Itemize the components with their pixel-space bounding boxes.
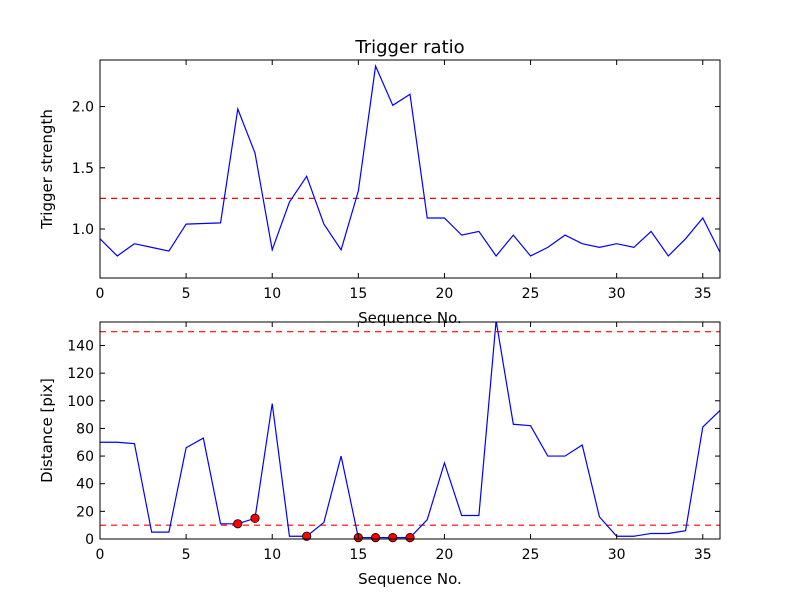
xlabel-distance: Sequence No. <box>358 570 462 588</box>
y-tick-label: 0 <box>85 532 94 548</box>
chart-distance: Distance [pix] 0 5 10 15 20 25 30 35 0 20 40 60 80 10… <box>38 321 721 588</box>
marker-point <box>405 533 415 543</box>
y-tick-label: 40 <box>76 477 94 493</box>
y-tick-label: 60 <box>76 449 94 465</box>
x-tick-label: 15 <box>349 547 367 563</box>
x-tick-label: 30 <box>608 547 626 563</box>
x-tick-label: 15 <box>349 286 367 302</box>
x-tick-label: 25 <box>522 286 540 302</box>
chart-title: Trigger ratio <box>354 37 464 58</box>
marker-point <box>233 519 243 529</box>
x-tick-label: 0 <box>96 286 105 302</box>
axes-frame-trigger <box>99 59 721 279</box>
x-tick-label: 10 <box>263 547 281 563</box>
chart-trigger-strength: Trigger strength 0 5 10 15 20 25 30 35 1.0 1.5 2.0… <box>38 59 721 327</box>
x-tick-label: 20 <box>436 286 454 302</box>
series-line-trigger-0 <box>100 63 720 257</box>
series-line-distance-0 <box>100 322 720 539</box>
marker-point <box>370 533 381 543</box>
marker-point <box>388 533 398 543</box>
axes-frame-distance <box>99 321 721 540</box>
y-tick-label: 120 <box>67 366 94 382</box>
y-tick-label: 20 <box>76 504 94 520</box>
x-tick-label: 5 <box>182 547 191 563</box>
x-tick-label: 10 <box>263 286 281 302</box>
ylabel-trigger: Trigger strength <box>38 109 56 230</box>
x-tick-label: 5 <box>182 286 191 302</box>
y-tick-label: 1.0 <box>72 222 94 238</box>
x-tick-label: 20 <box>436 547 454 563</box>
y-tick-label: 1.5 <box>72 161 94 177</box>
xlabel-trigger: Sequence No. <box>358 309 462 327</box>
x-tick-label: 35 <box>694 286 712 302</box>
y-tick-label: 140 <box>67 338 94 354</box>
marker-point <box>250 513 260 523</box>
y-tick-label: 2.0 <box>72 100 94 116</box>
x-tick-label: 35 <box>694 547 712 563</box>
y-tick-label: 80 <box>76 421 94 437</box>
x-tick-label: 0 <box>96 547 105 563</box>
x-tick-label: 25 <box>522 547 540 563</box>
y-tick-label: 100 <box>67 394 94 410</box>
x-tick-label: 30 <box>608 286 626 302</box>
marker-point <box>302 531 312 541</box>
ylabel-distance: Distance [pix] <box>38 378 56 483</box>
